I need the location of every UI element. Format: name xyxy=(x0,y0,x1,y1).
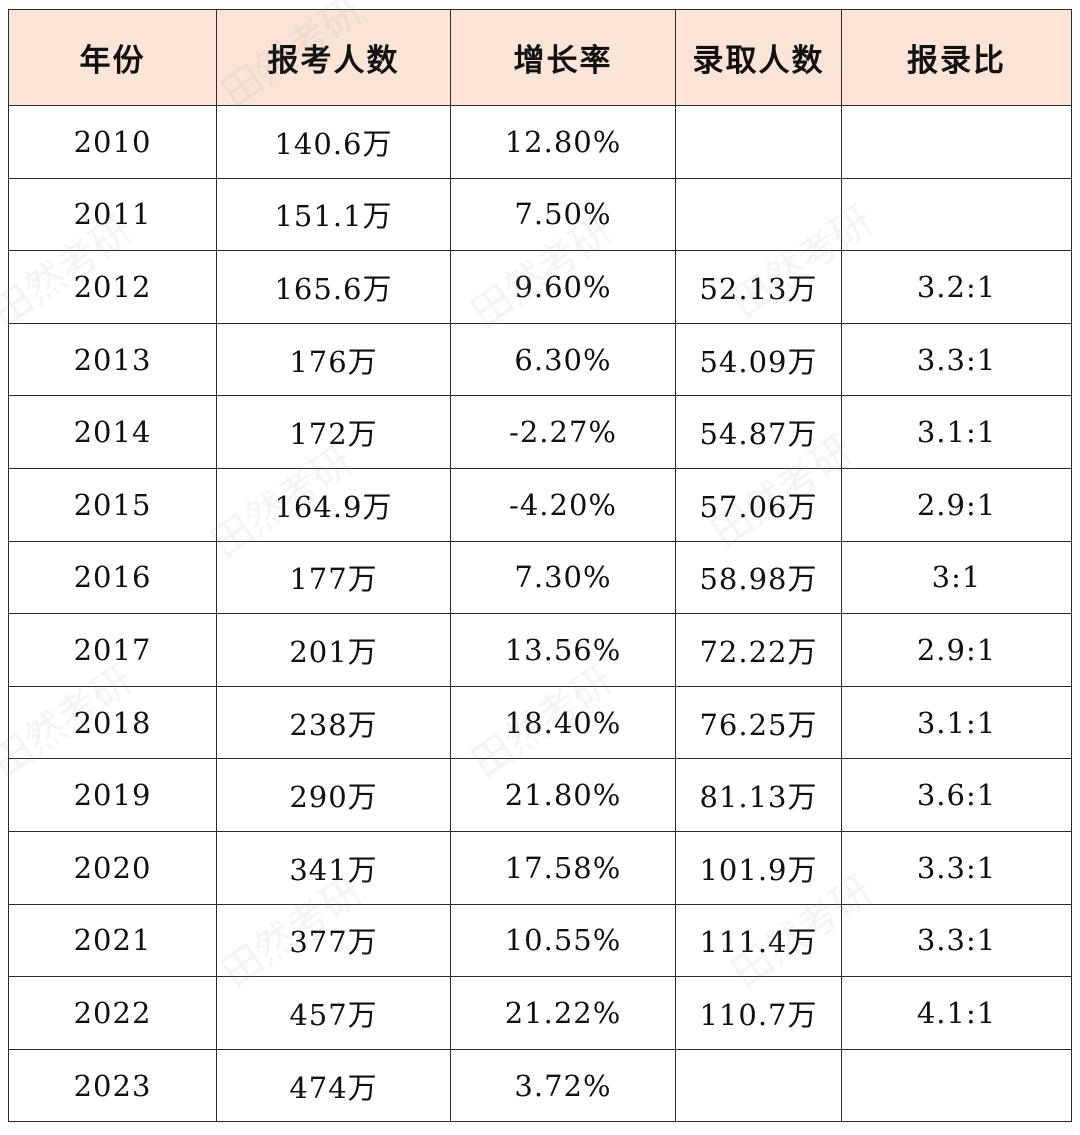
cell-admitted: 54.87万 xyxy=(675,395,842,469)
cell-ratio xyxy=(841,105,1072,179)
cell-ratio: 3.3:1 xyxy=(841,830,1072,905)
table-row: 2018 238万 18.40% 76.25万 3.1:1 xyxy=(8,685,1072,760)
cell-year: 2016 xyxy=(8,540,217,615)
cell-ratio: 3.1:1 xyxy=(841,395,1072,469)
cell-admitted: 54.09万 xyxy=(675,322,842,397)
cell-applicants: 238万 xyxy=(216,685,451,760)
cell-year: 2018 xyxy=(8,685,217,760)
table-row: 2014 172万 -2.27% 54.87万 3.1:1 xyxy=(8,395,1072,469)
table-row: 2019 290万 21.80% 81.13万 3.6:1 xyxy=(8,758,1072,832)
cell-applicants: 290万 xyxy=(216,758,451,832)
cell-admitted: 76.25万 xyxy=(675,685,842,760)
table-row: 2017 201万 13.56% 72.22万 2.9:1 xyxy=(8,613,1072,687)
cell-applicants: 165.6万 xyxy=(216,250,451,324)
cell-ratio: 3.2:1 xyxy=(841,250,1072,324)
header-applicants: 报考人数 xyxy=(216,9,451,106)
header-row: 年份 报考人数 增长率 录取人数 报录比 xyxy=(8,9,1072,106)
cell-applicants: 164.9万 xyxy=(216,467,451,542)
cell-ratio: 2.9:1 xyxy=(841,613,1072,687)
cell-applicants: 457万 xyxy=(216,976,451,1050)
cell-growth-rate: -4.20% xyxy=(450,467,676,542)
cell-year: 2013 xyxy=(8,322,217,397)
cell-applicants: 377万 xyxy=(216,903,451,978)
cell-admitted: 110.7万 xyxy=(675,976,842,1050)
table-row: 2023 474万 3.72% xyxy=(8,1048,1072,1123)
cell-applicants: 172万 xyxy=(216,395,451,469)
table-row: 2020 341万 17.58% 101.9万 3.3:1 xyxy=(8,830,1072,905)
cell-applicants: 341万 xyxy=(216,830,451,905)
cell-admitted xyxy=(675,1048,842,1123)
cell-growth-rate: 13.56% xyxy=(450,613,676,687)
cell-admitted: 72.22万 xyxy=(675,613,842,687)
cell-year: 2015 xyxy=(8,467,217,542)
table-row: 2013 176万 6.30% 54.09万 3.3:1 xyxy=(8,322,1072,397)
header-year: 年份 xyxy=(8,9,217,106)
cell-growth-rate: 21.22% xyxy=(450,976,676,1050)
cell-applicants: 151.1万 xyxy=(216,177,451,252)
table-row: 2021 377万 10.55% 111.4万 3.3:1 xyxy=(8,903,1072,978)
cell-ratio: 4.1:1 xyxy=(841,976,1072,1050)
cell-growth-rate: 7.30% xyxy=(450,540,676,615)
cell-admitted: 58.98万 xyxy=(675,540,842,615)
table-row: 2016 177万 7.30% 58.98万 3:1 xyxy=(8,540,1072,615)
header-growth-rate: 增长率 xyxy=(450,9,676,106)
cell-ratio: 3.1:1 xyxy=(841,685,1072,760)
cell-year: 2017 xyxy=(8,613,217,687)
cell-admitted xyxy=(675,105,842,179)
cell-admitted: 111.4万 xyxy=(675,903,842,978)
cell-growth-rate: 10.55% xyxy=(450,903,676,978)
table-container: 年份 报考人数 增长率 录取人数 报录比 2010 140.6万 12.80% … xyxy=(8,9,1072,1123)
cell-ratio: 2.9:1 xyxy=(841,467,1072,542)
cell-year: 2023 xyxy=(8,1048,217,1123)
cell-applicants: 474万 xyxy=(216,1048,451,1123)
cell-ratio: 3:1 xyxy=(841,540,1072,615)
cell-applicants: 140.6万 xyxy=(216,105,451,179)
cell-admitted: 101.9万 xyxy=(675,830,842,905)
cell-growth-rate: 21.80% xyxy=(450,758,676,832)
cell-year: 2014 xyxy=(8,395,217,469)
data-table: 年份 报考人数 增长率 录取人数 报录比 2010 140.6万 12.80% … xyxy=(8,9,1072,1123)
cell-growth-rate: 9.60% xyxy=(450,250,676,324)
table-row: 2011 151.1万 7.50% xyxy=(8,177,1072,252)
cell-applicants: 176万 xyxy=(216,322,451,397)
cell-year: 2010 xyxy=(8,105,217,179)
cell-year: 2011 xyxy=(8,177,217,252)
cell-ratio xyxy=(841,1048,1072,1123)
cell-year: 2020 xyxy=(8,830,217,905)
cell-year: 2021 xyxy=(8,903,217,978)
cell-ratio: 3.6:1 xyxy=(841,758,1072,832)
cell-year: 2019 xyxy=(8,758,217,832)
cell-year: 2012 xyxy=(8,250,217,324)
cell-growth-rate: 6.30% xyxy=(450,322,676,397)
table-row: 2010 140.6万 12.80% xyxy=(8,105,1072,179)
cell-growth-rate: 3.72% xyxy=(450,1048,676,1123)
cell-growth-rate: 12.80% xyxy=(450,105,676,179)
cell-applicants: 201万 xyxy=(216,613,451,687)
cell-admitted xyxy=(675,177,842,252)
cell-growth-rate: 17.58% xyxy=(450,830,676,905)
cell-year: 2022 xyxy=(8,976,217,1050)
cell-applicants: 177万 xyxy=(216,540,451,615)
table-row: 2012 165.6万 9.60% 52.13万 3.2:1 xyxy=(8,250,1072,324)
cell-admitted: 57.06万 xyxy=(675,467,842,542)
cell-admitted: 81.13万 xyxy=(675,758,842,832)
cell-growth-rate: -2.27% xyxy=(450,395,676,469)
cell-admitted: 52.13万 xyxy=(675,250,842,324)
header-admitted: 录取人数 xyxy=(675,9,842,106)
cell-ratio: 3.3:1 xyxy=(841,903,1072,978)
cell-ratio xyxy=(841,177,1072,252)
cell-ratio: 3.3:1 xyxy=(841,322,1072,397)
cell-growth-rate: 7.50% xyxy=(450,177,676,252)
table-row: 2022 457万 21.22% 110.7万 4.1:1 xyxy=(8,976,1072,1050)
header-ratio: 报录比 xyxy=(841,9,1072,106)
cell-growth-rate: 18.40% xyxy=(450,685,676,760)
table-row: 2015 164.9万 -4.20% 57.06万 2.9:1 xyxy=(8,467,1072,542)
